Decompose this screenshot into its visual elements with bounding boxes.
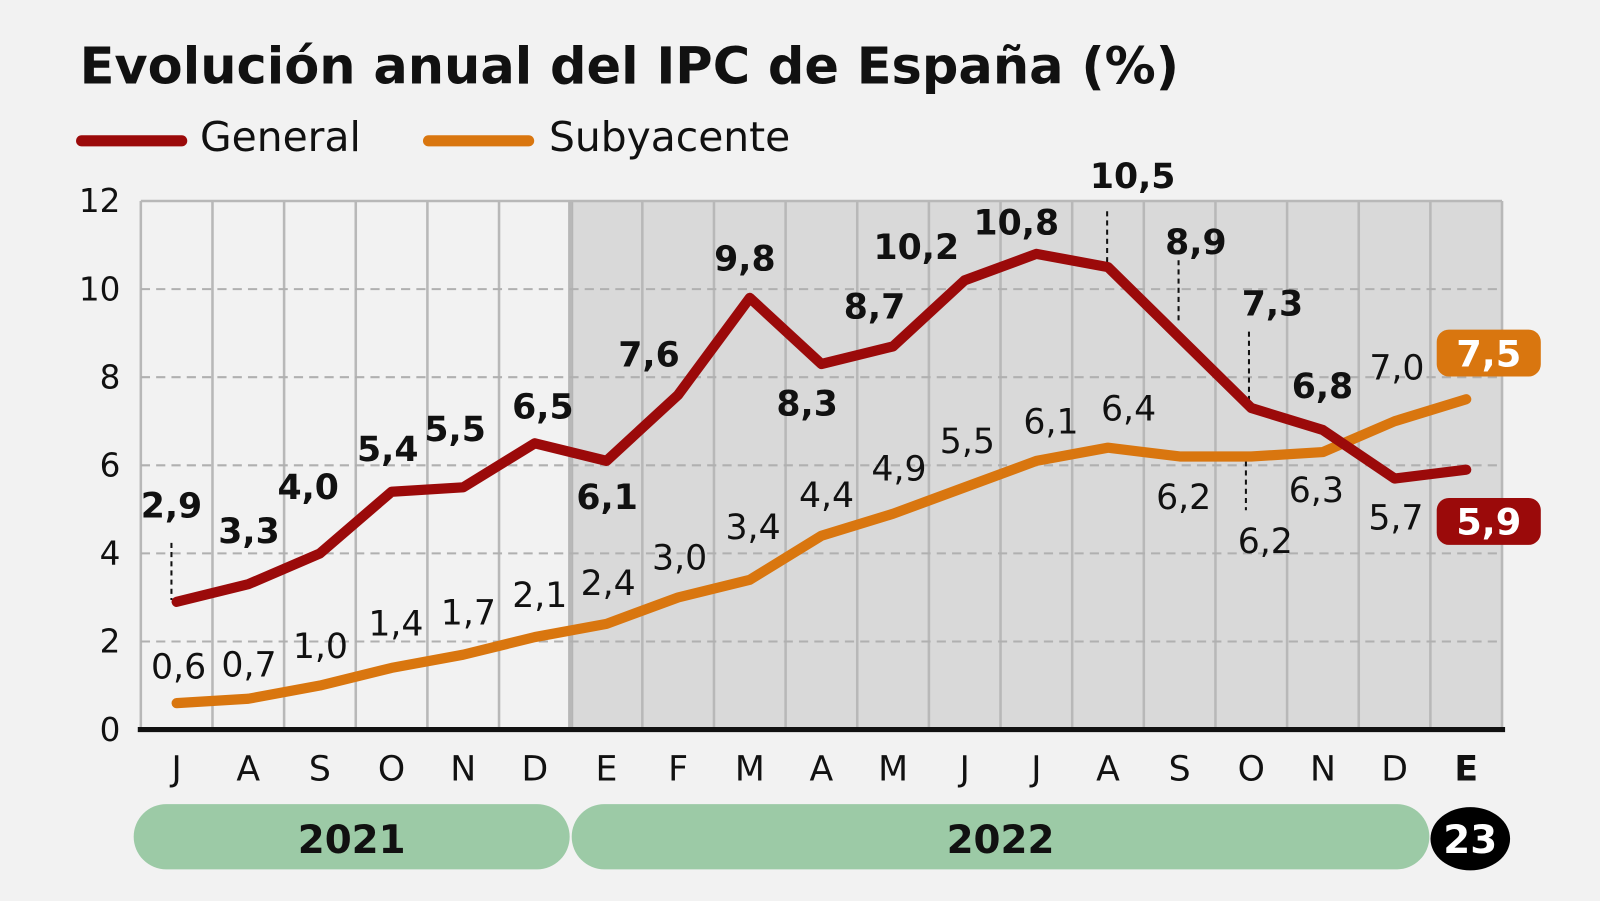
data-label: 8,7 [844, 287, 905, 327]
data-label: 7,6 [618, 335, 679, 375]
x-tick-label: E [1454, 750, 1478, 790]
x-tick-label: J [958, 750, 970, 790]
data-label: 3,4 [725, 508, 780, 548]
legend: General Subyacente [76, 113, 790, 161]
year-bar-2021 [133, 804, 570, 870]
x-tick-label: N [1310, 750, 1336, 790]
year-badge-23 [1430, 807, 1511, 871]
data-label: 6,8 [1292, 367, 1353, 407]
data-label: 3,0 [652, 538, 707, 578]
y-tick-label: 6 [100, 447, 121, 485]
legend-label-subyacente: Subyacente [549, 113, 790, 161]
data-label: 6,5 [512, 387, 573, 427]
data-label: 1,4 [368, 605, 423, 645]
data-label: 10,2 [874, 228, 960, 268]
chart-title: Evolución anual del IPC de España (%) [80, 38, 1179, 97]
x-tick-label: M [735, 750, 765, 790]
data-label: 6,3 [1289, 471, 1344, 511]
data-label: 5,4 [357, 430, 418, 470]
data-label: 6,1 [576, 478, 637, 518]
last-value-label: 5,9 [1456, 501, 1521, 544]
year-label: 23 [1443, 818, 1497, 863]
data-label: 4,4 [799, 476, 854, 516]
x-tick-label: A [1096, 750, 1120, 790]
y-tick-label: 4 [100, 535, 121, 573]
data-label: 6,1 [1023, 403, 1078, 443]
data-label: 7,0 [1369, 349, 1424, 389]
data-label: 2,1 [512, 576, 567, 616]
year-bar-2022 [571, 804, 1430, 870]
legend-label-general: General [200, 113, 361, 161]
year-label: 2021 [298, 818, 406, 863]
data-label: 9,8 [714, 239, 775, 279]
year-label: 2022 [947, 818, 1055, 863]
data-label: 5,5 [940, 422, 995, 462]
x-tick-label: A [236, 750, 260, 790]
y-tick-label: 8 [100, 358, 121, 396]
data-label: 0,6 [151, 648, 206, 688]
data-label: 2,9 [141, 486, 202, 526]
x-tick-label: M [878, 750, 908, 790]
x-tick-label: J [170, 750, 182, 790]
data-label: 0,7 [221, 646, 276, 686]
data-label: 10,8 [974, 204, 1060, 244]
data-label: 6,2 [1238, 522, 1293, 562]
x-tick-label: O [1238, 750, 1265, 790]
x-tick-label: N [450, 750, 476, 790]
data-label: 8,3 [776, 384, 837, 424]
data-label: 2,4 [581, 564, 636, 604]
data-label: 7,3 [1242, 284, 1303, 324]
x-tick-label: O [378, 750, 405, 790]
data-label: 3,3 [218, 512, 279, 552]
y-tick-label: 10 [79, 270, 121, 308]
y-tick-label: 2 [100, 623, 121, 661]
data-label: 4,9 [871, 450, 926, 490]
x-tick-label: F [668, 750, 688, 790]
data-label: 8,9 [1165, 223, 1226, 263]
x-tick-label: E [596, 750, 618, 790]
x-tick-label: S [309, 750, 331, 790]
data-label: 5,7 [1368, 499, 1423, 539]
data-label: 4,0 [277, 468, 338, 508]
x-tick-label: D [522, 750, 549, 790]
y-tick-label: 0 [100, 711, 121, 749]
data-label: 5,5 [424, 410, 485, 450]
x-tick-label: J [1029, 750, 1041, 790]
data-label: 6,4 [1101, 389, 1156, 429]
data-label: 6,2 [1156, 478, 1211, 518]
data-label: 1,0 [293, 627, 348, 667]
last-value-label: 7,5 [1456, 332, 1521, 375]
last-value-badge [1436, 497, 1541, 545]
y-tick-label: 12 [79, 182, 121, 220]
data-label: 1,7 [441, 593, 496, 633]
x-tick-label: D [1381, 750, 1408, 790]
x-tick-label: A [810, 750, 834, 790]
last-value-badge [1436, 329, 1541, 377]
data-label: 10,5 [1090, 157, 1176, 197]
x-tick-label: S [1169, 750, 1191, 790]
